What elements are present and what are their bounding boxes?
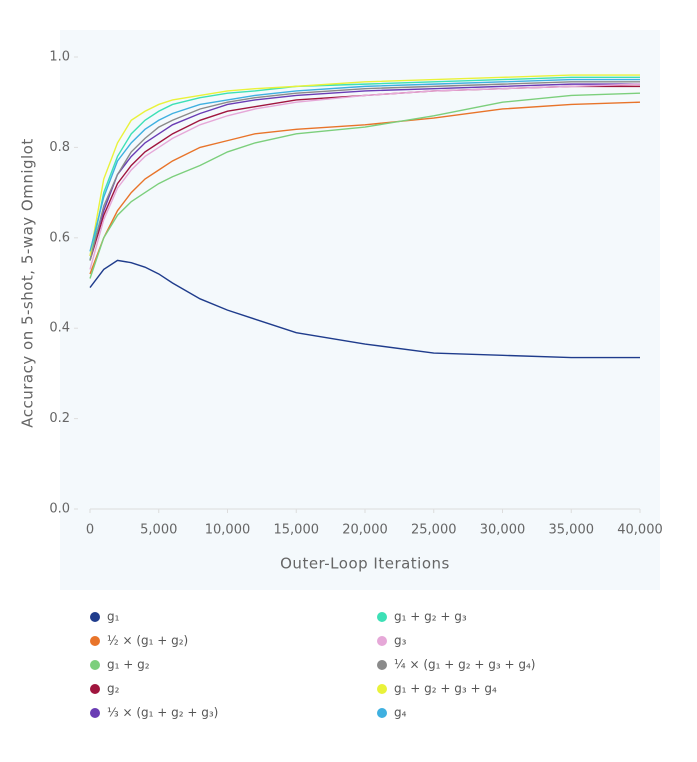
legend-swatch bbox=[90, 660, 100, 670]
legend-swatch bbox=[377, 708, 387, 718]
x-tick-label: 10,000 bbox=[205, 523, 251, 538]
legend-swatch bbox=[377, 660, 387, 670]
legend-swatch bbox=[377, 612, 387, 622]
x-tick-label: 30,000 bbox=[480, 523, 526, 538]
legend-swatch bbox=[377, 636, 387, 646]
legend-label: g₁ + g₂ bbox=[107, 658, 150, 672]
legend-swatch bbox=[377, 684, 387, 694]
legend-swatch bbox=[90, 612, 100, 622]
x-tick-label: 5,000 bbox=[140, 523, 177, 538]
legend-label: g₃ bbox=[394, 634, 407, 648]
series-line bbox=[89, 81, 640, 261]
series-line bbox=[89, 76, 640, 261]
x-tick-label: 0 bbox=[86, 523, 94, 538]
y-tick-label: 0.8 bbox=[49, 140, 70, 155]
series-line bbox=[89, 83, 641, 270]
x-tick-label: 25,000 bbox=[411, 523, 457, 538]
x-axis-label: Outer-Loop Iterations bbox=[280, 555, 450, 573]
legend-swatch bbox=[90, 636, 100, 646]
plot-background bbox=[60, 30, 660, 590]
y-tick-label: 0.4 bbox=[49, 321, 70, 336]
series-line bbox=[89, 101, 641, 275]
series-line bbox=[89, 78, 640, 252]
x-tick-label: 35,000 bbox=[549, 523, 595, 538]
series-line bbox=[89, 259, 640, 359]
series-line bbox=[89, 83, 640, 257]
y-tick-label: 0.0 bbox=[49, 502, 70, 517]
x-tick-label: 40,000 bbox=[617, 523, 663, 538]
y-tick-label: 0.6 bbox=[49, 230, 70, 245]
legend-label: g₂ bbox=[107, 682, 120, 696]
legend-label: g₁ + g₂ + g₃ bbox=[394, 610, 467, 624]
x-tick-label: 20,000 bbox=[342, 523, 388, 538]
legend-label: ¼ × (g₁ + g₂ + g₃ + g₄) bbox=[394, 658, 535, 672]
legend-swatch bbox=[90, 708, 100, 718]
y-tick-label: 0.2 bbox=[49, 411, 70, 426]
x-tick-label: 15,000 bbox=[274, 523, 320, 538]
legend-swatch bbox=[90, 684, 100, 694]
legend-label: ⅓ × (g₁ + g₂ + g₃) bbox=[107, 706, 218, 720]
y-axis-label: Accuracy on 5-shot, 5-way Omniglot bbox=[19, 138, 37, 427]
legend-label: g₄ bbox=[394, 706, 407, 720]
y-tick-label: 1.0 bbox=[49, 50, 70, 65]
legend-label: g₁ + g₂ + g₃ + g₄ bbox=[394, 682, 497, 696]
series-line bbox=[89, 74, 640, 257]
legend-label: g₁ bbox=[107, 610, 120, 624]
series-line bbox=[89, 92, 641, 279]
legend-label: ½ × (g₁ + g₂) bbox=[107, 634, 188, 648]
